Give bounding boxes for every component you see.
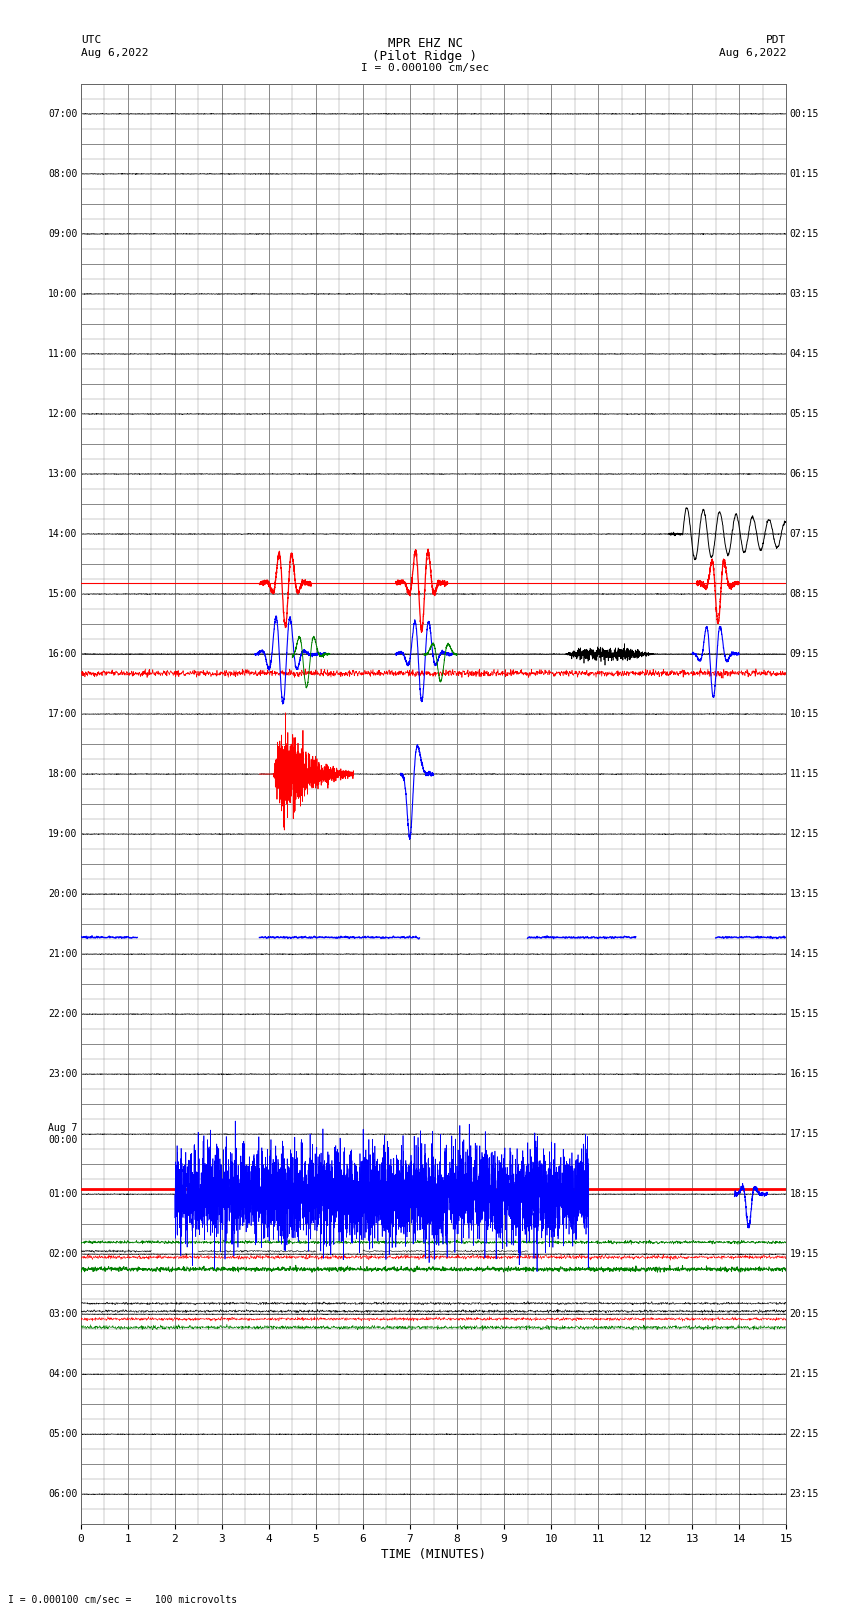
Text: Aug 6,2022: Aug 6,2022 <box>81 48 148 58</box>
Text: 16:15: 16:15 <box>790 1069 819 1079</box>
Text: 17:15: 17:15 <box>790 1129 819 1139</box>
Text: 22:15: 22:15 <box>790 1429 819 1439</box>
Text: 03:15: 03:15 <box>790 289 819 298</box>
Text: 04:15: 04:15 <box>790 348 819 360</box>
Text: 04:00: 04:00 <box>48 1369 77 1379</box>
Text: UTC: UTC <box>81 35 101 45</box>
Text: I = 0.000100 cm/sec: I = 0.000100 cm/sec <box>361 63 489 73</box>
Text: MPR EHZ NC: MPR EHZ NC <box>388 37 462 50</box>
Text: 14:00: 14:00 <box>48 529 77 539</box>
Text: 01:15: 01:15 <box>790 169 819 179</box>
Text: 06:00: 06:00 <box>48 1489 77 1498</box>
Text: 11:00: 11:00 <box>48 348 77 360</box>
Text: 00:15: 00:15 <box>790 110 819 119</box>
Text: 09:00: 09:00 <box>48 229 77 239</box>
Text: 16:00: 16:00 <box>48 648 77 660</box>
Text: 20:15: 20:15 <box>790 1310 819 1319</box>
Text: 07:00: 07:00 <box>48 110 77 119</box>
Text: 07:15: 07:15 <box>790 529 819 539</box>
Text: 20:00: 20:00 <box>48 889 77 898</box>
Text: 19:00: 19:00 <box>48 829 77 839</box>
Text: 23:00: 23:00 <box>48 1069 77 1079</box>
Text: 15:15: 15:15 <box>790 1010 819 1019</box>
Text: 09:15: 09:15 <box>790 648 819 660</box>
Text: 12:00: 12:00 <box>48 410 77 419</box>
Text: 08:00: 08:00 <box>48 169 77 179</box>
Text: 21:15: 21:15 <box>790 1369 819 1379</box>
Text: 21:00: 21:00 <box>48 948 77 960</box>
Text: 18:00: 18:00 <box>48 769 77 779</box>
Text: 01:00: 01:00 <box>48 1189 77 1198</box>
Text: 18:15: 18:15 <box>790 1189 819 1198</box>
Text: 10:15: 10:15 <box>790 710 819 719</box>
Text: (Pilot Ridge ): (Pilot Ridge ) <box>372 50 478 63</box>
X-axis label: TIME (MINUTES): TIME (MINUTES) <box>381 1548 486 1561</box>
Text: 13:00: 13:00 <box>48 469 77 479</box>
Text: 15:00: 15:00 <box>48 589 77 598</box>
Text: Aug 6,2022: Aug 6,2022 <box>719 48 786 58</box>
Text: 03:00: 03:00 <box>48 1310 77 1319</box>
Text: 12:15: 12:15 <box>790 829 819 839</box>
Text: 05:00: 05:00 <box>48 1429 77 1439</box>
Text: 02:00: 02:00 <box>48 1248 77 1260</box>
Text: 17:00: 17:00 <box>48 710 77 719</box>
Text: 22:00: 22:00 <box>48 1010 77 1019</box>
Text: 11:15: 11:15 <box>790 769 819 779</box>
Text: 05:15: 05:15 <box>790 410 819 419</box>
Text: 10:00: 10:00 <box>48 289 77 298</box>
Text: 06:15: 06:15 <box>790 469 819 479</box>
Text: 19:15: 19:15 <box>790 1248 819 1260</box>
Text: 14:15: 14:15 <box>790 948 819 960</box>
Text: 08:15: 08:15 <box>790 589 819 598</box>
Text: 13:15: 13:15 <box>790 889 819 898</box>
Text: 02:15: 02:15 <box>790 229 819 239</box>
Text: I = 0.000100 cm/sec =    100 microvolts: I = 0.000100 cm/sec = 100 microvolts <box>8 1595 238 1605</box>
Text: PDT: PDT <box>766 35 786 45</box>
Text: Aug 7
00:00: Aug 7 00:00 <box>48 1123 77 1145</box>
Text: 23:15: 23:15 <box>790 1489 819 1498</box>
